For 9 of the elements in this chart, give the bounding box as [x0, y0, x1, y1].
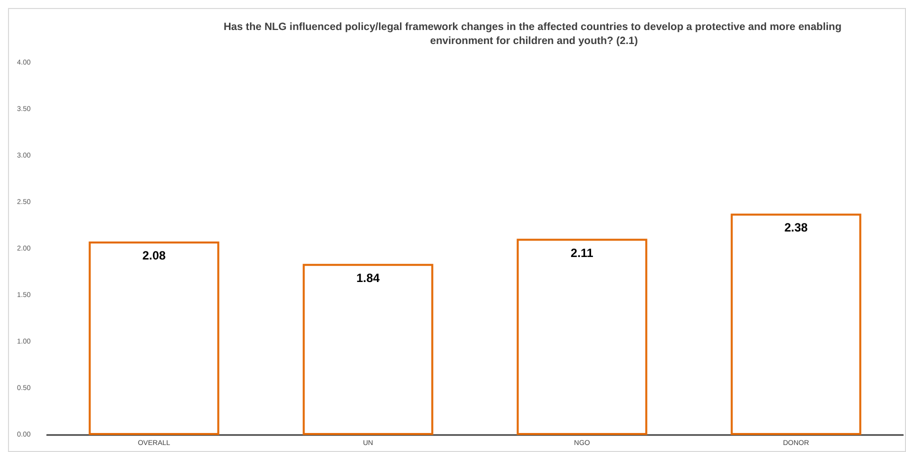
bar: [730, 214, 862, 435]
data-label: 2.11: [570, 246, 594, 260]
data-label: 1.84: [356, 270, 380, 285]
data-label: 2.38: [784, 220, 808, 235]
bar: [516, 238, 648, 435]
data-label: 2.08: [142, 248, 166, 263]
bar: [302, 264, 434, 435]
chart-title: Has the NLG influenced policy/legal framework changes in the affected countries to develop a protective and more enabling environment for children and youth? (2.1): [224, 21, 844, 47]
bar: [88, 242, 220, 435]
